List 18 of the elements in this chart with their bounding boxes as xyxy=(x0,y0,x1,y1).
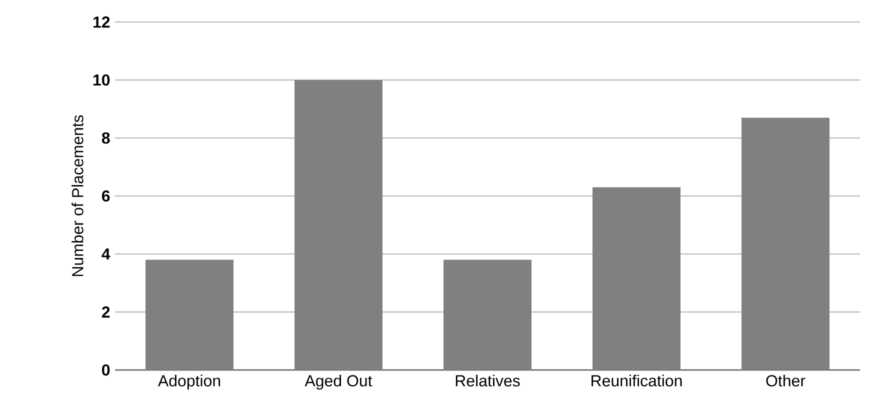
x-tick-label: Adoption xyxy=(158,374,220,390)
bar xyxy=(742,118,830,370)
y-tick-label: 6 xyxy=(102,190,110,202)
bar xyxy=(294,80,383,370)
x-tick-label: Other xyxy=(766,374,806,386)
y-tick-label: 4 xyxy=(102,248,110,260)
y-tick-label: 8 xyxy=(102,132,110,144)
y-tick-label: 10 xyxy=(94,74,110,86)
y-tick-label: 2 xyxy=(102,306,110,318)
y-axis-title: Number of Placements xyxy=(72,115,84,276)
x-tick-label: Reunification xyxy=(592,374,682,386)
x-tick-label: Relatives xyxy=(456,374,520,386)
y-tick-label: 0 xyxy=(102,364,110,376)
y-tick-label: 12 xyxy=(94,16,110,28)
bar xyxy=(146,260,234,370)
x-tick-label: Aged Out xyxy=(304,374,372,390)
bar xyxy=(592,187,681,370)
bar xyxy=(444,260,532,370)
